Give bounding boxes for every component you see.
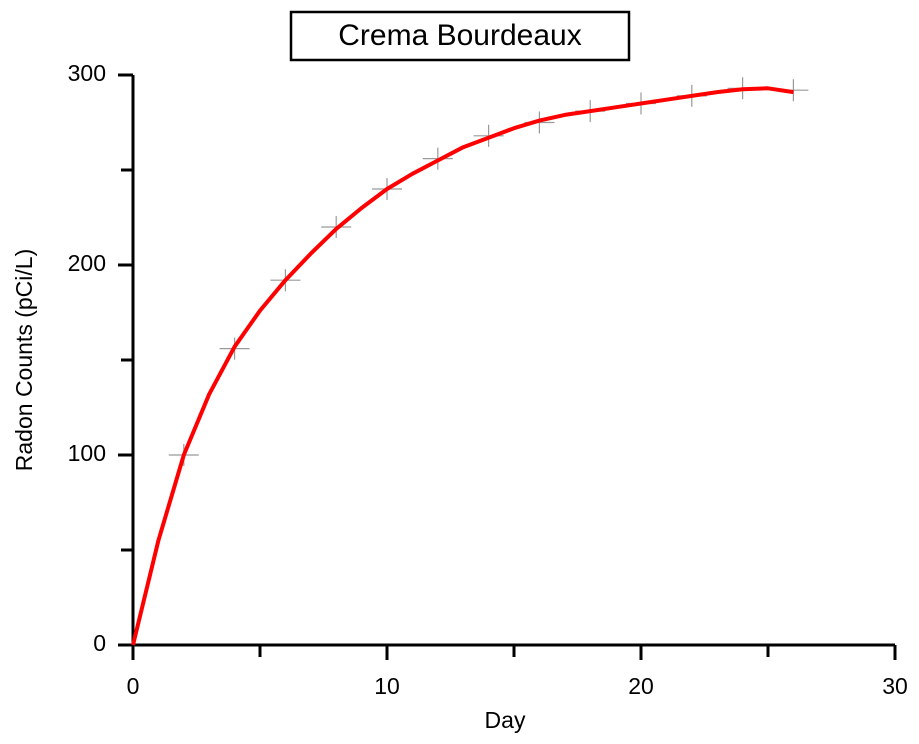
y-tick-label: 0 bbox=[93, 630, 106, 656]
x-axis-label: Day bbox=[485, 707, 526, 733]
x-tick-label: 10 bbox=[374, 673, 400, 699]
fit-line bbox=[131, 86, 794, 646]
y-tick-label: 100 bbox=[68, 440, 106, 466]
title-box bbox=[289, 10, 631, 62]
y-tick-label: 200 bbox=[68, 250, 106, 276]
y-axis-label: Radon Counts (pCi/L) bbox=[11, 249, 37, 471]
x-tick-label: 20 bbox=[628, 673, 654, 699]
x-tick-label: 30 bbox=[882, 673, 908, 699]
chart-title: Crema Bourdeaux bbox=[338, 19, 581, 52]
x-tick-label: 0 bbox=[127, 673, 140, 699]
y-tick-label: 300 bbox=[68, 60, 106, 86]
